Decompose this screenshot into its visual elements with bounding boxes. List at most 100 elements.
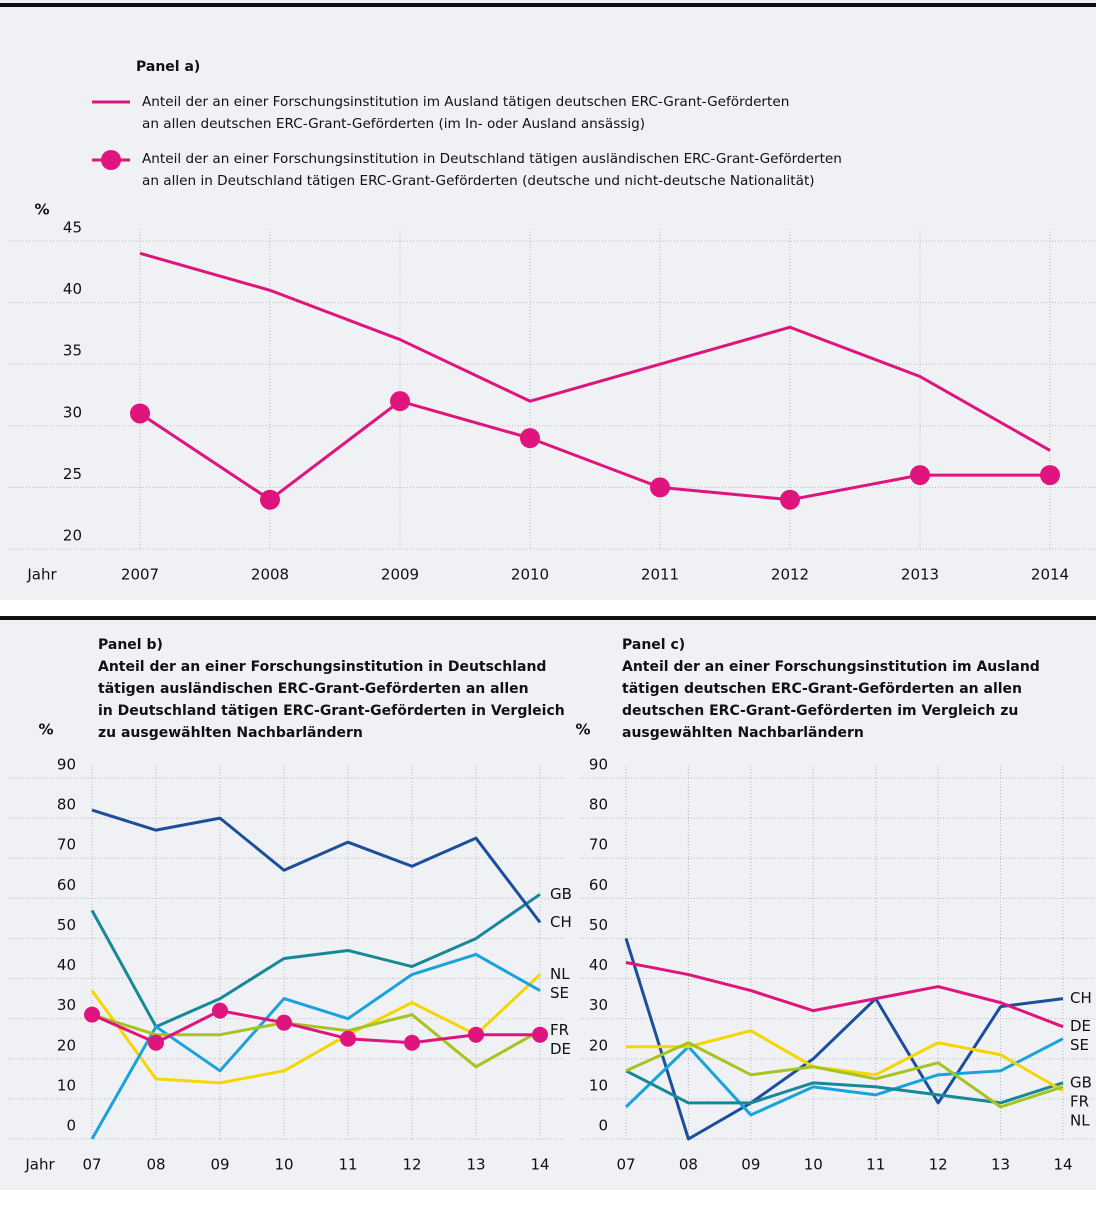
y-tick-label: 20 [57, 1036, 76, 1054]
x-tick-label: 11 [866, 1156, 885, 1174]
x-tick-label: 07 [616, 1156, 635, 1174]
x-tick-label: 2014 [1031, 566, 1069, 584]
x-tick-label: 10 [804, 1156, 823, 1174]
y-tick-label: 30 [57, 996, 76, 1014]
y-tick-label: 60 [589, 876, 608, 894]
legend-label: Anteil der an einer Forschungsinstitutio… [142, 94, 790, 132]
x-tick-label: 2009 [381, 566, 419, 584]
data-point [910, 465, 930, 486]
panel-title: Anteil der an einer Forschungsinstitutio… [98, 659, 565, 741]
series-end-label: SE [550, 984, 569, 1002]
data-line [90, 893, 541, 1029]
data-line [626, 1029, 1064, 1093]
panel-background [0, 620, 1096, 1190]
x-tick-label: 2007 [121, 566, 159, 584]
y-axis-unit: % [34, 201, 49, 219]
x-tick-label: 14 [530, 1156, 549, 1174]
panel-label: Panel b) [98, 637, 163, 653]
x-tick-label: 09 [210, 1156, 229, 1174]
legend-label: Anteil der an einer Forschungsinstitutio… [142, 151, 842, 189]
data-point [468, 1026, 484, 1043]
x-tick-label: 12 [929, 1156, 948, 1174]
data-point [260, 489, 280, 510]
panel-label: Panel c) [622, 637, 686, 653]
x-tick-label: 08 [679, 1156, 698, 1174]
x-tick-label: 14 [1053, 1156, 1072, 1174]
y-tick-label: 35 [63, 342, 82, 360]
data-line [625, 961, 1064, 1029]
data-line [90, 973, 542, 1085]
x-tick-label: 2010 [511, 566, 549, 584]
series-end-label: NL [1070, 1111, 1090, 1129]
panel-label: Panel a) [136, 59, 201, 75]
series-end-label: FR [1070, 1092, 1089, 1110]
y-tick-label: 40 [589, 956, 608, 974]
series-end-label: GB [1070, 1073, 1092, 1091]
y-tick-label: 25 [63, 465, 82, 483]
y-tick-label: 50 [57, 916, 76, 934]
data-point [650, 477, 670, 498]
y-axis-unit: % [38, 721, 53, 739]
data-line [625, 1041, 1064, 1109]
series-end-label: CH [550, 913, 572, 931]
y-tick-label: 40 [57, 956, 76, 974]
data-point [520, 428, 540, 449]
series-end-label: DE [1070, 1017, 1091, 1035]
y-tick-label: 60 [57, 876, 76, 894]
series-end-label: SE [1070, 1036, 1089, 1054]
x-tick-label: 11 [338, 1156, 357, 1174]
x-tick-label: 2013 [901, 566, 939, 584]
y-tick-label: 80 [57, 796, 76, 814]
data-line [91, 1013, 541, 1069]
x-tick-label: 13 [466, 1156, 485, 1174]
y-tick-label: 10 [57, 1076, 76, 1094]
data-point [130, 403, 150, 424]
y-tick-label: 70 [589, 836, 608, 854]
x-tick-label: 09 [741, 1156, 760, 1174]
data-line [139, 251, 1051, 452]
data-point [276, 1014, 292, 1031]
series-end-label: NL [550, 965, 570, 983]
panel-background [0, 0, 1096, 600]
data-point [390, 391, 410, 412]
top-rule [0, 616, 1096, 620]
x-tick-label: 12 [402, 1156, 421, 1174]
data-line [625, 1069, 1064, 1105]
data-line [139, 399, 1050, 502]
data-line [91, 1009, 540, 1045]
y-tick-label: 80 [589, 796, 608, 814]
y-tick-label: 30 [63, 403, 82, 421]
series-end-label: DE [550, 1040, 571, 1058]
x-tick-label: 2011 [641, 566, 679, 584]
data-line [624, 1037, 1064, 1117]
y-tick-label: 40 [63, 280, 82, 298]
x-tick-label: 13 [991, 1156, 1010, 1174]
data-point [1040, 465, 1060, 486]
panel-title: Anteil der an einer Forschungsinstitutio… [622, 659, 1040, 741]
x-tick-label: 08 [146, 1156, 165, 1174]
y-tick-label: 70 [57, 836, 76, 854]
x-tick-label: 2008 [251, 566, 289, 584]
x-tick-label: 2012 [771, 566, 809, 584]
y-tick-label: 0 [66, 1117, 76, 1135]
series-end-label: CH [1070, 989, 1092, 1007]
x-tick-label: 07 [82, 1156, 101, 1174]
data-point [84, 1006, 100, 1023]
y-tick-label: 90 [57, 756, 76, 774]
x-axis-label: Jahr [26, 566, 57, 584]
y-tick-label: 0 [598, 1117, 608, 1135]
series-end-label: GB [550, 885, 572, 903]
y-tick-label: 10 [589, 1076, 608, 1094]
data-point [780, 489, 800, 510]
data-point [404, 1034, 420, 1051]
data-line [91, 808, 542, 924]
legend-marker [101, 150, 121, 170]
x-axis-label: Jahr [24, 1156, 55, 1174]
x-tick-label: 10 [274, 1156, 293, 1174]
series-end-label: FR [550, 1021, 569, 1039]
top-rule [0, 3, 1096, 7]
data-point [212, 1002, 228, 1019]
data-point [148, 1034, 164, 1051]
